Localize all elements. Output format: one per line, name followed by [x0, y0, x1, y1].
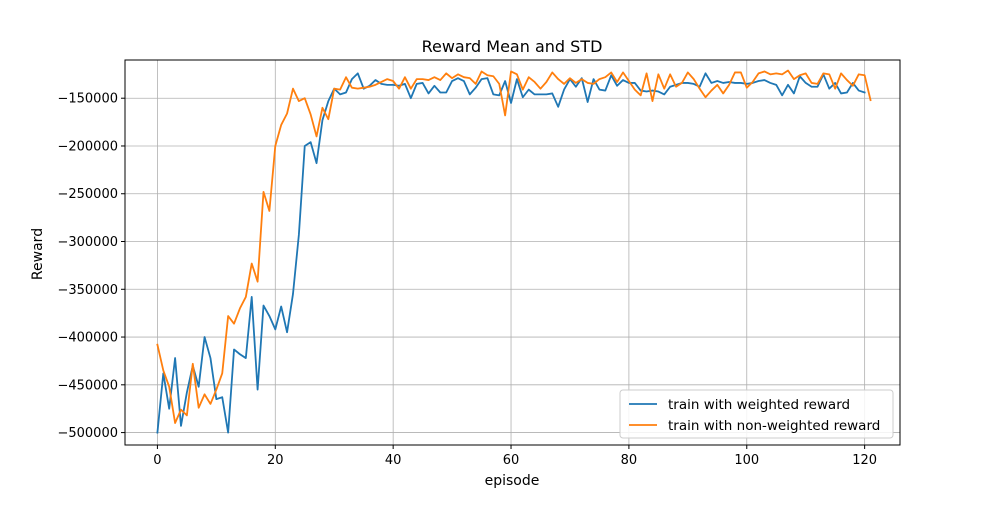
y-tick-label: −450000: [57, 378, 118, 393]
series-line-1: [156, 72, 866, 434]
chart-title: Reward Mean and STD: [422, 37, 603, 56]
legend-label-1: train with weighted reward: [668, 397, 850, 413]
y-tick-label: −400000: [57, 331, 118, 346]
legend-box: [619, 389, 894, 439]
y-tick-label: −300000: [57, 235, 118, 250]
axis-ticks: 0 20 40 60 80 100 120 −500000 −450000 −400000 −350…: [57, 92, 877, 468]
x-tick-label: 40: [385, 453, 402, 468]
series-lines: [156, 69, 872, 434]
grid-lines: [125, 60, 900, 445]
x-tick-label: 60: [503, 453, 520, 468]
plot-frame: [124, 59, 901, 446]
series-line-2: [156, 69, 872, 424]
y-tick-label: −200000: [57, 139, 118, 154]
y-axis-label: Reward: [30, 228, 46, 280]
x-tick-label: 80: [621, 453, 638, 468]
y-tick-label: −250000: [57, 187, 118, 202]
legend: train with weighted reward train with non…: [619, 389, 894, 439]
x-tick-label: 0: [153, 453, 161, 468]
legend-label-2: train with non-weighted reward: [668, 418, 880, 434]
x-tick-label: 100: [734, 453, 759, 468]
y-tick-label: −150000: [57, 92, 118, 107]
x-tick-label: 120: [852, 453, 877, 468]
x-tick-label: 20: [267, 453, 284, 468]
x-axis-label: episode: [485, 473, 540, 489]
y-tick-label: −350000: [57, 283, 118, 298]
y-tick-label: −500000: [57, 426, 118, 441]
